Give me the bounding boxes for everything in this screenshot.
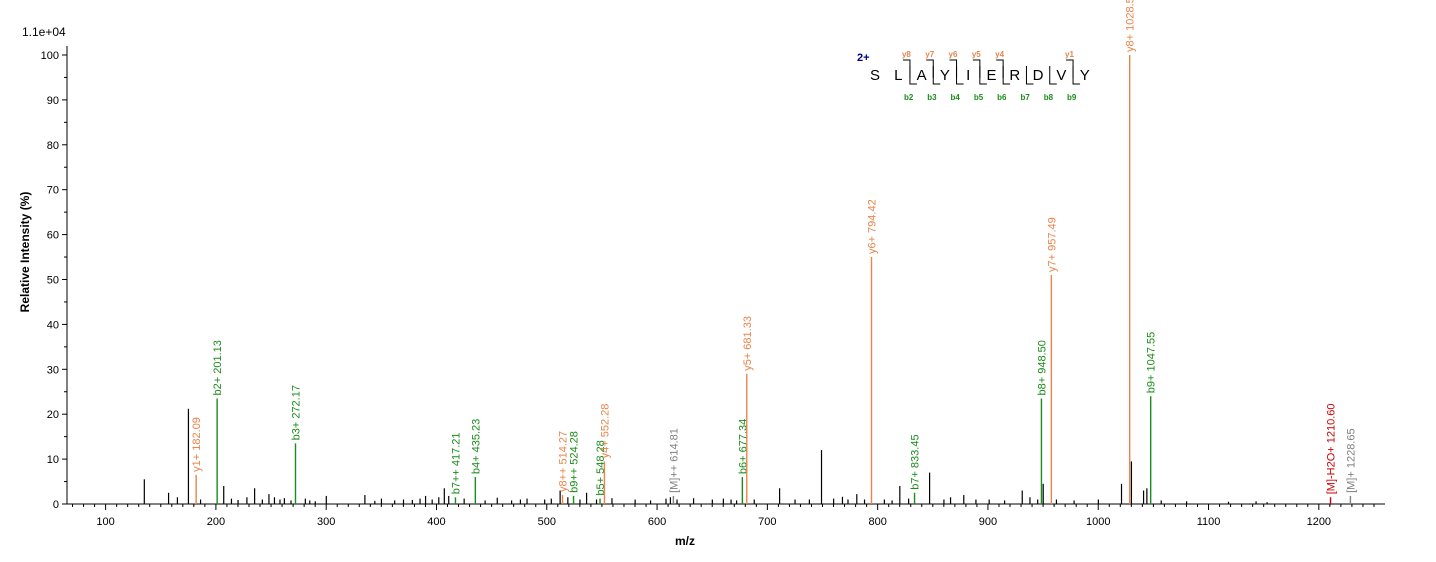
x-tick-label: 1000: [1086, 516, 1110, 528]
y-fragment-label: y5: [972, 50, 981, 59]
y-fragment-label: y8: [902, 50, 911, 59]
y-fragment-label: y4: [995, 50, 1004, 59]
peak-label: y8++ 514.27: [558, 431, 570, 492]
b-fragment-bracket: [909, 66, 917, 85]
peak-label: b7++ 417.21: [450, 432, 462, 494]
residue: V: [1056, 67, 1066, 84]
y-tick-label: 50: [47, 274, 59, 286]
y-fragment-bracket: [949, 59, 958, 78]
y-tick-label: 0: [53, 499, 59, 511]
residue: A: [917, 67, 927, 84]
peak-label: b9++ 524.28: [569, 431, 581, 493]
peak-label: y7+ 957.49: [1046, 217, 1058, 272]
y-fragment-bracket: [972, 59, 981, 78]
b-fragment-bracket: [1049, 66, 1057, 85]
peak-label: b4+ 435.23: [470, 419, 482, 474]
y-tick-label: 20: [47, 409, 59, 421]
x-tick-label: 800: [868, 516, 886, 528]
peak-label: b8+ 948.50: [1036, 340, 1048, 395]
peak-label: y6+ 794.42: [866, 199, 878, 254]
y-tick-label: 40: [47, 319, 59, 331]
x-tick-label: 1200: [1307, 516, 1331, 528]
y-tick-label: 70: [47, 185, 59, 197]
peak-label: y5+ 681.33: [742, 316, 754, 371]
x-tick-label: 100: [96, 516, 114, 528]
b-fragment-label: b4: [951, 93, 961, 102]
x-axis-title: m/z: [675, 534, 695, 548]
peak-label: b7+ 833.45: [910, 434, 922, 489]
peak-label: b6+ 677.34: [737, 419, 749, 474]
residue: R: [1009, 67, 1020, 84]
y-tick-label: 100: [41, 50, 59, 62]
b-fragment-label: b9: [1067, 93, 1077, 102]
b-fragment-bracket: [1025, 66, 1034, 85]
residue: S: [870, 67, 880, 84]
b-fragment-label: b8: [1044, 93, 1054, 102]
y-tick-label: 90: [47, 95, 59, 107]
x-tick-label: 300: [317, 516, 335, 528]
x-tick-label: 600: [648, 516, 666, 528]
b-fragment-label: b2: [904, 93, 914, 102]
y-tick-label: 60: [47, 230, 59, 242]
peak-label: b3+ 272.17: [290, 385, 302, 440]
x-tick-label: 1100: [1197, 516, 1221, 528]
x-tick-label: 700: [758, 516, 776, 528]
intensity-scale-label: 1.1e+04: [22, 25, 66, 39]
y-fragment-label: y1: [1065, 50, 1074, 59]
residue: I: [966, 67, 970, 84]
axes: 0 10 20 30 40 50 60 70 80 90 100 100 200 300 400 500 600…: [41, 46, 1385, 528]
charge-state: 2+: [857, 52, 870, 64]
b-fragment-bracket: [932, 66, 941, 85]
residue: L: [894, 67, 902, 84]
b-fragment-bracket: [1002, 66, 1011, 85]
b-fragment-label: b3: [927, 93, 937, 102]
y-fragment-bracket: [902, 59, 911, 78]
b-fragment-bracket: [979, 66, 987, 85]
y-fragment-bracket: [926, 59, 934, 78]
residue: E: [986, 67, 996, 84]
peak-label: y1+ 182.09: [191, 417, 203, 472]
y-fragment-label: y7: [925, 50, 934, 59]
peak-label: y4+ 552.28: [599, 404, 611, 459]
y-axis-title: Relative Intensity (%): [18, 192, 32, 313]
y-fragment-label: y6: [949, 50, 958, 59]
y-tick-label: 30: [47, 364, 59, 376]
residue: Y: [940, 67, 950, 84]
x-tick-label: 900: [979, 516, 997, 528]
y-tick-label: 80: [47, 140, 59, 152]
peak-label: [M]-H2O+ 1210.60: [1326, 403, 1338, 494]
b-fragment-label: b6: [997, 93, 1007, 102]
peak-label: [M]++ 614.81: [668, 428, 680, 493]
x-tick-label: 400: [427, 516, 445, 528]
peak-label: b9+ 1047.55: [1146, 332, 1158, 393]
y-fragment-bracket: [996, 59, 1004, 78]
x-tick-label: 500: [538, 516, 556, 528]
b-fragment-bracket: [956, 66, 964, 85]
peak-label: b2+ 201.13: [212, 340, 224, 395]
b-fragment-bracket: [1072, 66, 1081, 85]
residue: D: [1033, 67, 1044, 84]
y-fragment-bracket: [1066, 59, 1074, 78]
peaks-layer: y1+ 182.09 b2+ 201.13 b3+ 272.17 b7++ 417.2…: [143, 0, 1357, 504]
peak-label: y8+ 1028.52: [1125, 0, 1137, 52]
peak-label: [M]+ 1228.65: [1345, 428, 1357, 493]
b-fragment-label: b5: [974, 93, 984, 102]
residue: Y: [1080, 67, 1090, 84]
x-tick-label: 200: [207, 516, 225, 528]
b-fragment-label: b7: [1020, 93, 1030, 102]
y-tick-label: 10: [47, 454, 59, 466]
